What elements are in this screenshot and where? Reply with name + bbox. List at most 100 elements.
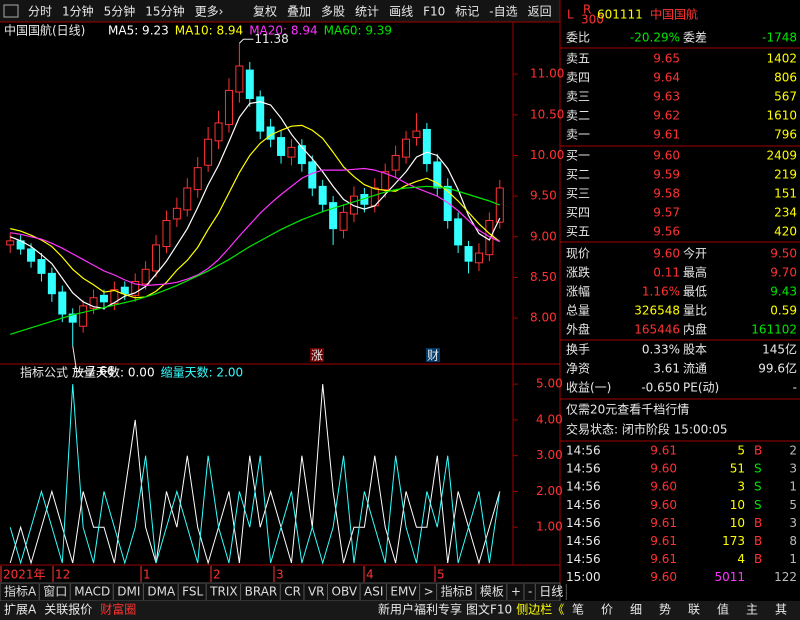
tab[interactable]: - (528, 585, 532, 599)
toolbar-button[interactable]: F10 (423, 5, 445, 19)
candle-body (68, 313, 77, 323)
x-tick-label: 5 (437, 568, 445, 582)
candle-body (245, 69, 254, 100)
panel-tab[interactable]: 笔 (572, 602, 584, 617)
y-tick-label: 9.00 (530, 229, 557, 243)
toolbar-button[interactable]: 更多› (195, 5, 224, 19)
trade-time: 14:56 (566, 516, 601, 530)
trade-count: 1 (789, 480, 797, 494)
footer-bar (0, 601, 800, 620)
y-tick-label: 9.50 (530, 189, 557, 203)
candle-body (214, 122, 223, 142)
panel-tab[interactable]: 势 (659, 603, 671, 617)
finance-value: 0.33% (642, 343, 680, 357)
tab[interactable]: MACD (74, 585, 110, 599)
toolbar-button[interactable]: 返回 (528, 5, 552, 19)
finance-value: -0.650 (641, 381, 680, 395)
toolbar-button[interactable]: 标记 (455, 5, 479, 19)
tab[interactable]: OBV (332, 585, 358, 599)
y-tick-label: 11.00 (530, 67, 564, 81)
trade-price: 9.61 (650, 444, 677, 458)
tab[interactable]: EMV (390, 585, 417, 599)
candle-body (152, 244, 161, 272)
candle-body (318, 185, 327, 205)
footer-button[interactable]: 新用户福利专享 (378, 602, 462, 617)
panel-tab[interactable]: 细 (630, 603, 642, 617)
finance-label: 流通 (683, 362, 707, 376)
y-tick-label: 3.00 (536, 448, 563, 462)
stat-value: 9.50 (770, 247, 797, 261)
tab[interactable]: 日线 (539, 585, 563, 599)
tab[interactable]: DMI (117, 585, 140, 599)
tab[interactable]: VR (308, 585, 325, 599)
tab[interactable]: TRIX (209, 585, 237, 599)
footer-button[interactable]: 图文F10 (466, 602, 512, 617)
book-volume: 796 (774, 128, 797, 142)
trade-volume: 173 (722, 534, 745, 548)
stock-code: 601111 (597, 8, 643, 22)
toolbar-button[interactable]: 5分钟 (104, 4, 136, 19)
toolbar-button[interactable]: 画线 (389, 5, 413, 19)
toolbar-button[interactable]: 复权 (253, 5, 277, 19)
tab[interactable]: > (424, 585, 434, 599)
ma-line (10, 124, 501, 299)
footer-button[interactable]: 扩展A (4, 603, 37, 617)
tab[interactable]: 指标A (4, 584, 37, 599)
trade-side: B (754, 516, 762, 530)
promo-link[interactable]: 仅需20元查看千档行情 (566, 403, 689, 417)
tab[interactable]: 窗口 (43, 585, 67, 599)
candle-body (474, 252, 483, 264)
tab[interactable]: FSL (182, 585, 203, 599)
candle-body (37, 259, 46, 274)
book-price: 9.62 (653, 109, 680, 123)
menu-icon[interactable] (3, 4, 19, 18)
book-label: 卖二 (566, 109, 590, 123)
candle-body (454, 218, 463, 246)
y-tick-label: 8.50 (530, 270, 557, 284)
trade-volume: 4 (737, 552, 745, 566)
toolbar-button[interactable]: 叠加 (287, 5, 311, 19)
candle-body (58, 291, 67, 315)
trade-time: 14:56 (566, 462, 601, 476)
trade-time: 14:56 (566, 534, 601, 548)
toolbar-button[interactable]: 分时 (28, 5, 52, 19)
tab[interactable]: DMA (147, 585, 176, 599)
panel-tab[interactable]: 主 (746, 603, 758, 617)
ma-line (9, 101, 501, 309)
footer-button[interactable]: 侧边栏《 (516, 602, 564, 617)
book-price: 9.63 (653, 90, 680, 104)
toolbar-button[interactable]: 15分钟 (145, 4, 184, 19)
trade-side: S (754, 480, 762, 494)
tab[interactable]: CR (284, 585, 301, 599)
tab[interactable]: 指标B (441, 584, 473, 599)
x-tick-label: 2 (213, 568, 221, 582)
book-label: 买四 (566, 206, 590, 220)
panel-tab[interactable]: 值 (717, 602, 729, 617)
trade-price: 9.60 (650, 480, 677, 494)
footer-button[interactable]: 关联报价 (44, 602, 92, 617)
book-price: 9.60 (653, 149, 680, 163)
trade-price: 9.60 (650, 498, 677, 512)
toolbar-button[interactable]: -自选 (489, 5, 517, 19)
badge: L (567, 8, 574, 22)
toolbar-button[interactable]: 1分钟 (62, 4, 94, 19)
toolbar-button[interactable]: 多股 (321, 5, 345, 19)
footer-button[interactable]: 财富圈 (100, 602, 136, 617)
tab[interactable]: + (511, 585, 521, 599)
book-price: 9.59 (653, 168, 680, 182)
panel-tab[interactable]: 联 (688, 603, 700, 617)
panel-tab[interactable]: 其 (775, 603, 787, 617)
x-tick-label: 2021年 (3, 568, 46, 582)
y-tick-label: 10.50 (530, 107, 564, 121)
stat-value: 0.59 (770, 304, 797, 318)
x-tick-label: 3 (276, 568, 284, 582)
finance-label: 股本 (683, 343, 707, 357)
label: 委差 (683, 31, 707, 45)
tab[interactable]: 模板 (480, 585, 504, 599)
tab[interactable]: BRAR (245, 585, 278, 599)
panel-tab[interactable]: 价 (601, 603, 613, 617)
tab[interactable]: ASI (364, 585, 383, 599)
candle-body (256, 96, 265, 132)
toolbar-button[interactable]: 统计 (355, 5, 379, 19)
